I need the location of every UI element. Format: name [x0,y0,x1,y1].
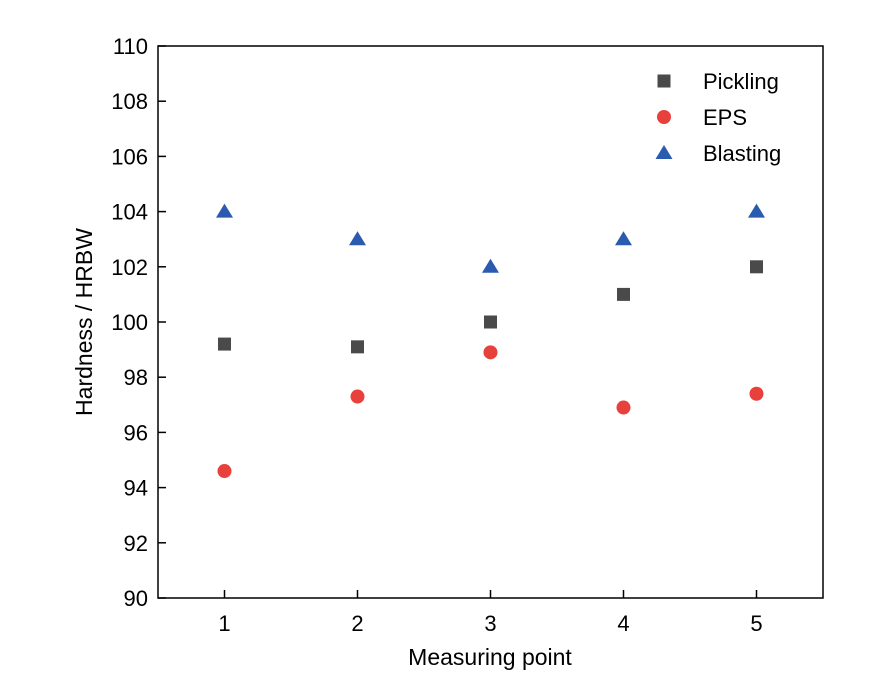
blasting-point [349,231,366,246]
y-tick-label: 102 [111,255,148,280]
x-tick-label: 1 [218,611,230,636]
x-tick-label: 3 [484,611,496,636]
eps-point [350,389,365,404]
pickling-point [750,260,763,274]
eps-point [616,400,631,415]
legend: Pickling EPS Blasting [655,69,781,166]
y-axis: 90 92 94 96 98 100 102 104 106 108 110 [111,34,166,611]
eps-point [749,386,764,401]
y-tick-label: 98 [124,365,148,390]
blasting-point [615,231,632,246]
data-markers [216,203,765,479]
blasting-point [748,203,765,218]
blasting-point [216,203,233,218]
blasting-point [482,258,499,273]
pickling-point [218,337,231,351]
y-tick-label: 104 [111,200,148,225]
eps-point [483,345,498,360]
legend-eps-marker [657,110,671,124]
y-tick-label: 94 [124,476,148,501]
pickling-point [617,287,630,301]
y-tick-label: 106 [111,144,148,169]
y-axis-title: Hardness / HRBW [71,228,97,416]
legend-blasting-label: Blasting [703,141,781,166]
legend-eps-label: EPS [703,105,747,130]
y-tick-label: 110 [113,34,148,59]
eps-point [217,464,232,479]
x-axis: 1 2 3 4 5 [218,590,763,636]
y-tick-label: 90 [124,586,148,611]
y-tick-label: 92 [124,531,148,556]
y-tick-label: 108 [111,89,148,114]
legend-blasting-marker [655,145,673,159]
y-tick-label: 100 [111,310,148,335]
x-tick-label: 5 [750,611,762,636]
x-tick-label: 2 [351,611,363,636]
pickling-point [351,340,364,354]
x-tick-label: 4 [617,611,629,636]
y-tick-label: 96 [124,420,148,445]
pickling-point [484,315,497,329]
legend-pickling-marker [657,74,671,88]
x-axis-title: Measuring point [408,644,572,670]
legend-pickling-label: Pickling [703,69,779,94]
